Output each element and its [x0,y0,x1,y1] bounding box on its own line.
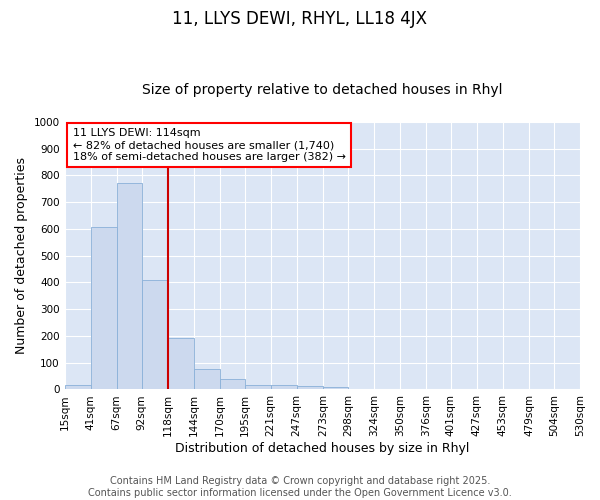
Bar [220,380,245,390]
Bar [65,386,91,390]
Title: Size of property relative to detached houses in Rhyl: Size of property relative to detached ho… [142,83,503,97]
Bar [167,338,194,390]
Y-axis label: Number of detached properties: Number of detached properties [15,157,28,354]
Bar [271,386,297,390]
Bar [323,388,348,390]
Text: 11 LLYS DEWI: 114sqm
← 82% of detached houses are smaller (1,740)
18% of semi-de: 11 LLYS DEWI: 114sqm ← 82% of detached h… [73,128,346,162]
Bar [116,184,142,390]
Bar [142,280,167,390]
Bar [194,370,220,390]
Bar [91,226,116,390]
Bar [245,384,271,390]
Bar [297,386,323,390]
Text: 11, LLYS DEWI, RHYL, LL18 4JX: 11, LLYS DEWI, RHYL, LL18 4JX [173,10,427,28]
Text: Contains HM Land Registry data © Crown copyright and database right 2025.
Contai: Contains HM Land Registry data © Crown c… [88,476,512,498]
X-axis label: Distribution of detached houses by size in Rhyl: Distribution of detached houses by size … [175,442,469,455]
